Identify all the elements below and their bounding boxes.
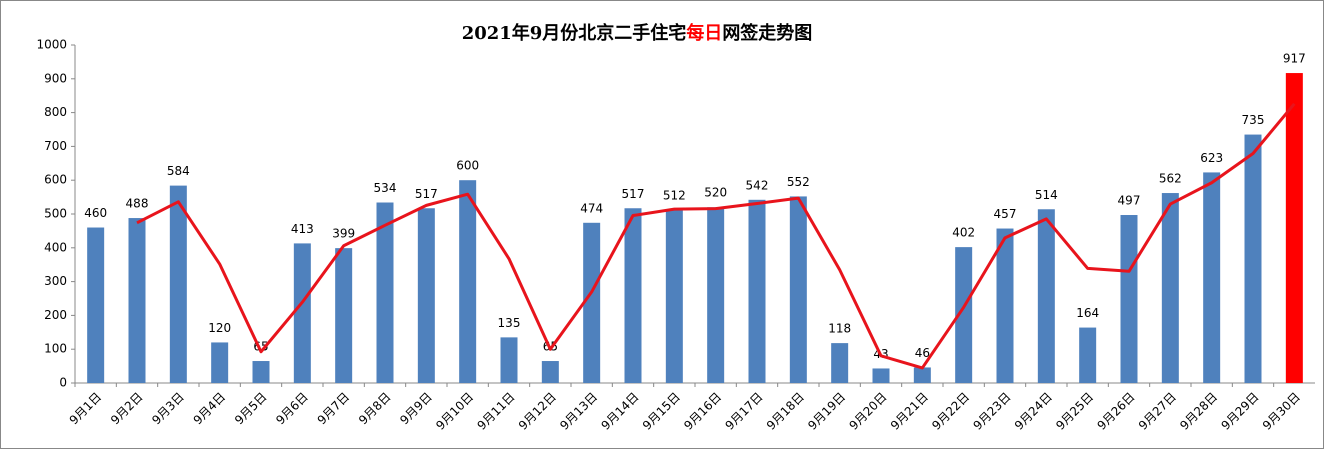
y-tick-label: 500 <box>44 207 67 221</box>
y-tick-label: 400 <box>44 240 67 254</box>
bar <box>252 361 270 383</box>
bar <box>1244 134 1262 383</box>
bar <box>624 208 642 383</box>
bar <box>169 185 187 383</box>
data-label: 542 <box>746 178 769 192</box>
bar <box>335 248 353 383</box>
data-label: 520 <box>704 186 727 200</box>
data-label: 164 <box>1076 306 1099 320</box>
data-label: 517 <box>415 187 438 201</box>
data-label: 46 <box>915 346 930 360</box>
data-label: 488 <box>126 197 149 211</box>
data-label: 623 <box>1200 151 1223 165</box>
bar <box>748 199 766 383</box>
bar <box>1285 73 1303 383</box>
bar <box>913 367 931 383</box>
bar <box>1120 215 1138 383</box>
bar <box>128 218 146 383</box>
bar <box>1203 172 1221 383</box>
data-label: 457 <box>994 207 1017 221</box>
data-label: 135 <box>498 316 521 330</box>
bar <box>583 222 601 383</box>
data-label: 118 <box>828 322 851 336</box>
data-label: 413 <box>291 222 314 236</box>
bar <box>500 337 518 383</box>
bar <box>831 343 849 383</box>
y-tick-label: 800 <box>44 105 67 119</box>
data-label: 600 <box>456 159 479 173</box>
bar <box>87 227 105 383</box>
y-tick-label: 0 <box>59 376 67 390</box>
bar <box>459 180 477 383</box>
y-tick-label: 100 <box>44 342 67 356</box>
data-label: 917 <box>1283 52 1306 66</box>
data-label: 562 <box>1159 172 1182 186</box>
bar <box>1037 209 1055 383</box>
bar <box>955 247 973 383</box>
title-part: 网签走势图 <box>722 22 812 44</box>
bar <box>1161 193 1179 383</box>
title-part: 2021年9月份北京二手住宅 <box>462 22 687 44</box>
line <box>136 102 1296 370</box>
bar <box>996 228 1014 383</box>
data-label: 514 <box>1035 188 1058 202</box>
data-label: 735 <box>1242 113 1265 127</box>
data-label: 399 <box>332 227 355 241</box>
bar <box>211 342 229 383</box>
y-tick-label: 1000 <box>36 38 67 52</box>
data-label: 497 <box>1118 194 1141 208</box>
bar <box>789 196 807 383</box>
y-tick-label: 300 <box>44 274 67 288</box>
y-tick-label: 900 <box>44 71 67 85</box>
bar <box>376 202 394 383</box>
bar <box>1079 327 1097 383</box>
data-label: 512 <box>663 188 686 202</box>
data-label: 474 <box>580 201 603 215</box>
data-label: 534 <box>374 181 397 195</box>
data-label: 552 <box>787 175 810 189</box>
chart-title: 2021年9月份北京二手住宅每日网签走势图 <box>462 22 813 44</box>
bar <box>665 209 683 383</box>
data-label: 517 <box>622 187 645 201</box>
data-label: 120 <box>208 321 231 335</box>
data-label: 584 <box>167 164 190 178</box>
bar <box>417 208 435 383</box>
y-tick-label: 200 <box>44 308 67 322</box>
y-tick-label: 700 <box>44 139 67 153</box>
data-label: 460 <box>84 206 107 220</box>
bar <box>541 361 559 383</box>
bar <box>872 368 890 383</box>
data-label: 402 <box>952 226 975 240</box>
y-tick-label: 600 <box>44 173 67 187</box>
bar <box>293 243 311 383</box>
title-part: 每日 <box>686 22 722 44</box>
bar <box>707 207 725 383</box>
